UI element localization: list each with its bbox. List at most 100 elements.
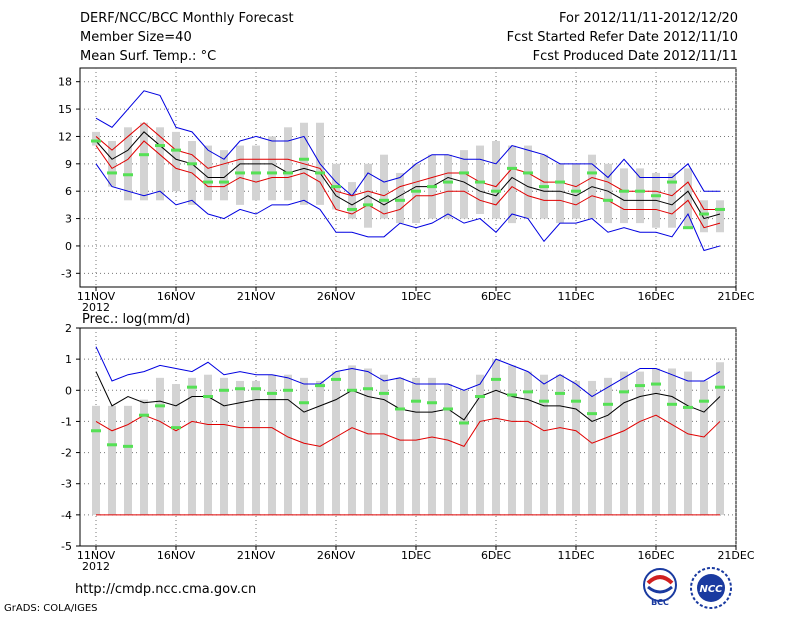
ensemble-box xyxy=(492,141,500,219)
ensemble-box xyxy=(684,168,692,228)
ensemble-box xyxy=(716,200,724,233)
x-tick-label: 21DEC xyxy=(717,290,754,303)
x-tick-label: 1DEC xyxy=(401,290,431,303)
min-line xyxy=(95,163,721,252)
ensemble-box xyxy=(508,145,516,224)
y-tick-label: 12 xyxy=(58,130,72,143)
median-marker xyxy=(91,429,101,433)
median-marker xyxy=(219,388,229,392)
ensemble-box xyxy=(220,377,228,515)
median-marker xyxy=(283,388,293,392)
ensemble-box xyxy=(668,368,676,515)
y-tick-label: -4 xyxy=(61,509,72,522)
bcc-logo-icon: BCC xyxy=(643,568,677,607)
source-url[interactable]: http://cmdp.ncc.cma.gov.cn xyxy=(75,582,257,597)
ensemble-box xyxy=(236,380,244,515)
median-marker xyxy=(235,171,245,175)
ensemble-box xyxy=(172,384,180,515)
ensemble-box xyxy=(508,365,516,515)
median-marker xyxy=(171,148,181,152)
mean-line xyxy=(95,131,721,220)
median-marker xyxy=(267,171,277,175)
median-marker xyxy=(587,171,597,175)
produced-date-label: Fcst Produced Date 2012/11/11 xyxy=(532,49,738,64)
x-tick-label: 16DEC xyxy=(637,549,674,562)
median-marker xyxy=(331,377,341,381)
ensemble-box xyxy=(252,380,260,515)
median-marker xyxy=(395,198,405,202)
x-tick-label: 16NOV xyxy=(157,290,196,303)
ensemble-box xyxy=(380,374,388,515)
ensemble-box xyxy=(220,150,228,201)
median-marker xyxy=(395,407,405,411)
ensemble-box xyxy=(92,131,100,146)
median-marker xyxy=(603,198,613,202)
median-marker xyxy=(491,189,501,193)
median-marker xyxy=(459,421,469,425)
y-tick-label: 15 xyxy=(58,103,72,116)
median-marker xyxy=(363,387,373,391)
ensemble-box xyxy=(124,127,132,201)
ensemble-box xyxy=(204,374,212,515)
y-tick-label: -3 xyxy=(61,478,72,491)
ncc-logo-icon: NCC xyxy=(690,567,732,609)
ensemble-box xyxy=(332,371,340,515)
y-tick-label: -2 xyxy=(61,447,72,460)
x-tick-label: 26NOV xyxy=(317,290,356,303)
x-axis-year: 2012 xyxy=(82,560,110,573)
ensemble-box xyxy=(476,374,484,515)
ensemble-box xyxy=(444,154,452,219)
median-marker xyxy=(347,207,357,211)
median-marker xyxy=(651,194,661,198)
ensemble-box xyxy=(108,405,116,515)
median-marker xyxy=(331,185,341,189)
median-marker xyxy=(203,180,213,184)
y-tick-label: 0 xyxy=(65,384,72,397)
median-marker xyxy=(155,404,165,408)
median-marker xyxy=(667,180,677,184)
median-marker xyxy=(619,189,629,193)
lower-spread-line xyxy=(95,140,721,229)
median-marker xyxy=(619,390,629,394)
x-tick-label: 11NOV xyxy=(77,290,116,303)
median-marker xyxy=(219,180,229,184)
median-marker xyxy=(139,153,149,157)
ensemble-box xyxy=(524,145,532,219)
median-marker xyxy=(251,171,261,175)
x-axis-year: 2012 xyxy=(82,301,110,314)
ensemble-box xyxy=(428,377,436,515)
ensemble-box xyxy=(604,163,612,224)
ensemble-box xyxy=(236,145,244,205)
ensemble-box xyxy=(284,127,292,201)
ensemble-box xyxy=(268,136,276,201)
median-marker xyxy=(443,180,453,184)
lower-spread-line xyxy=(95,414,721,447)
bcc-logo-text: BCC xyxy=(651,598,669,607)
median-marker xyxy=(699,399,709,403)
ensemble-box xyxy=(572,380,580,515)
median-marker xyxy=(507,393,517,397)
x-tick-label: 6DEC xyxy=(481,549,511,562)
median-marker xyxy=(459,171,469,175)
ensemble-box xyxy=(396,172,404,224)
ensemble-box xyxy=(156,127,164,201)
y-tick-label: -1 xyxy=(61,415,72,428)
median-marker xyxy=(171,426,181,430)
ensemble-box xyxy=(668,172,676,228)
ensemble-box xyxy=(700,200,708,233)
median-marker xyxy=(427,185,437,189)
x-tick-label: 26NOV xyxy=(317,549,356,562)
precipitation-panel: -5 -4 -3 -2 -1 0 1 2 11NOV 16NOV 21NOV 26NOV 1DEC 6DE… xyxy=(61,322,755,573)
ensemble-box xyxy=(124,405,132,515)
median-marker xyxy=(475,180,485,184)
ensemble-box xyxy=(460,390,468,515)
ensemble-box xyxy=(620,371,628,515)
median-marker xyxy=(251,387,261,391)
median-marker xyxy=(539,185,549,189)
ensemble-box xyxy=(540,374,548,515)
median-marker xyxy=(139,413,149,417)
median-marker xyxy=(235,387,245,391)
y-tick-label: 9 xyxy=(65,158,72,171)
median-marker xyxy=(699,212,709,216)
